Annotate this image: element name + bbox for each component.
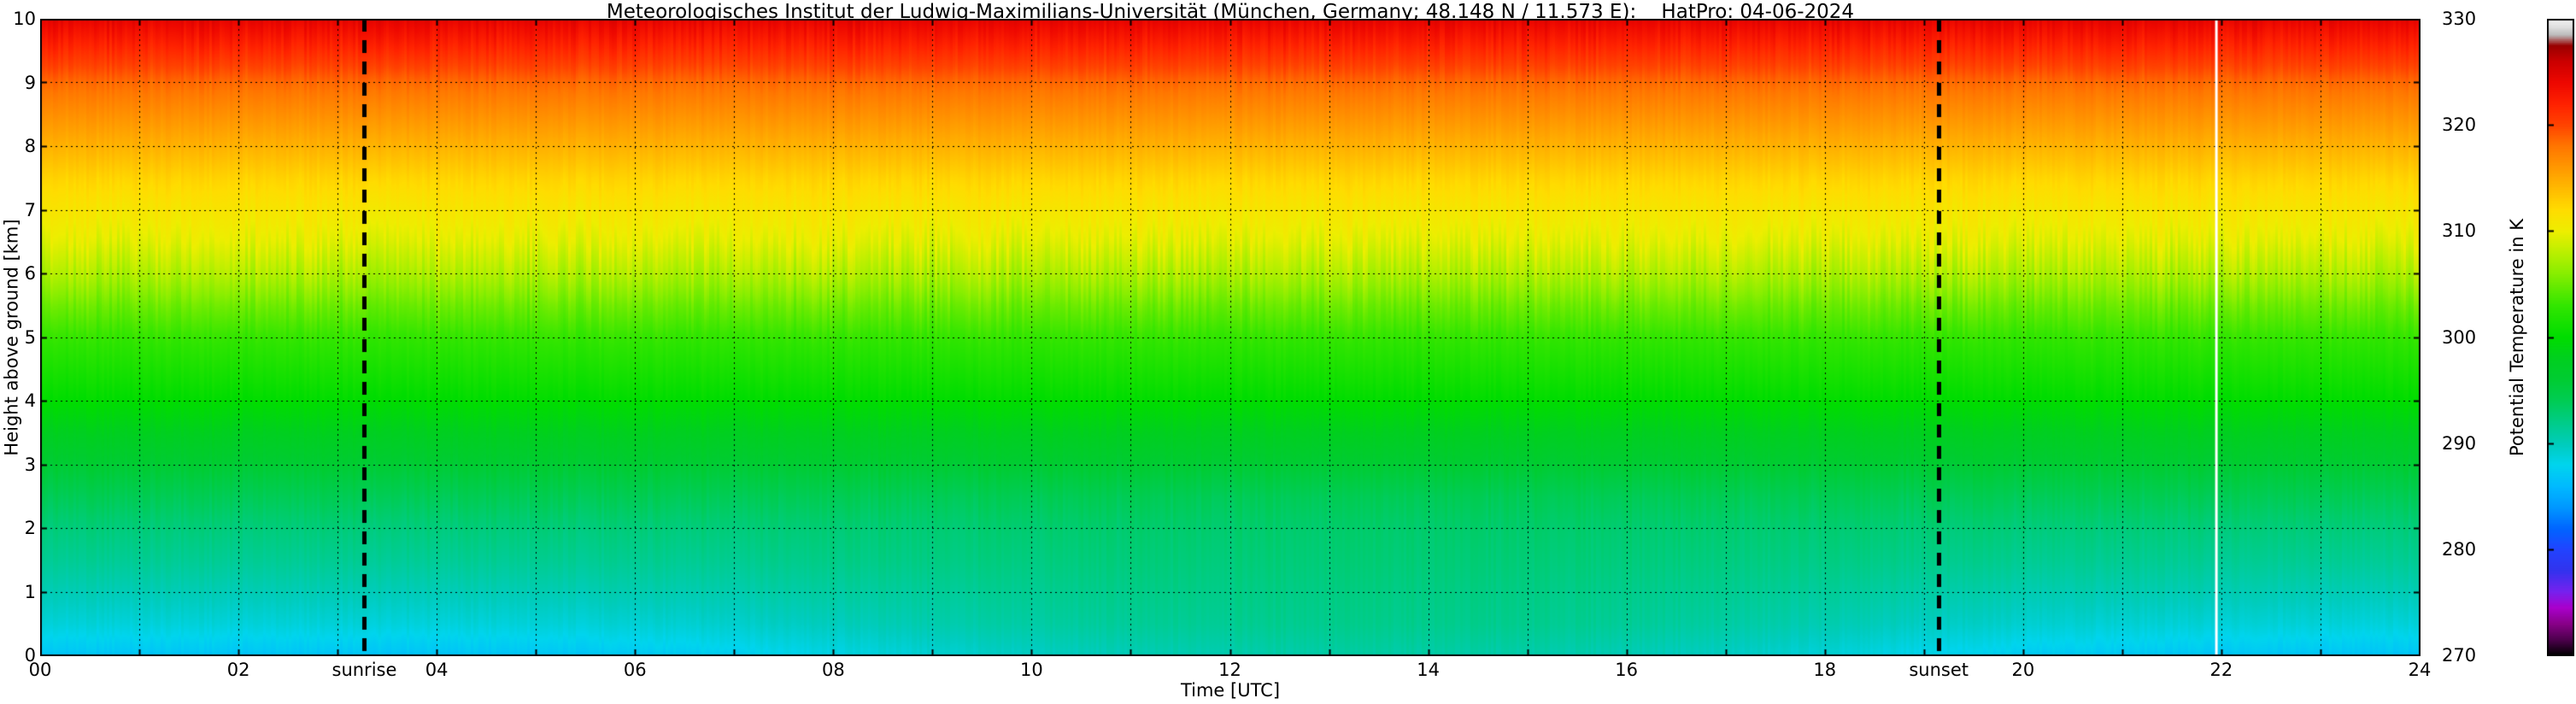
x-tick-label: 08 [821,660,845,680]
colorbar-tick-label: 300 [2442,326,2477,348]
y-tick-label: 0 [24,645,36,666]
y-tick-label: 3 [24,454,36,475]
x-tick-label: 14 [1417,660,1440,680]
x-tick-label: 20 [2011,660,2035,680]
y-tick-label: 2 [24,518,36,538]
x-tick-label: 18 [1813,660,1837,680]
x-tick-label: 10 [1020,660,1043,680]
colorbar-tick-label: 280 [2442,538,2477,560]
y-tick-label: 6 [24,263,36,284]
y-tick-label: 7 [24,199,36,220]
y-tick-label: 1 [24,581,36,602]
x-tick-label: 04 [425,660,449,680]
sunset-marker-label: sunset [1909,660,1969,680]
x-tick-label: 12 [1218,660,1241,680]
colorbar-tick-label: 320 [2442,114,2477,136]
x-axis-label: Time [UTC] [1180,680,1281,701]
x-tick-label: 00 [28,660,52,680]
colorbar [2547,19,2574,656]
y-tick-label: 8 [24,136,36,156]
colorbar-tick-label: 290 [2442,432,2477,454]
x-tick-label: 02 [226,660,250,680]
y-tick-label: 9 [24,72,36,93]
x-tick-label: 16 [1615,660,1639,680]
colorbar-tick-label: 310 [2442,220,2477,242]
colorbar-tick-label: 330 [2442,9,2477,29]
y-tick-label: 5 [24,326,36,348]
x-tick-label: 22 [2209,660,2233,680]
y-tick-label: 10 [13,9,36,29]
colorbar-tick-label: 270 [2442,645,2477,666]
colorbar-title: Potential Temperature in K [2505,19,2529,656]
x-tick-label: 06 [623,660,647,680]
heatmap-canvas [40,19,2421,656]
colorbar-title-text: Potential Temperature in K [2507,219,2527,456]
sunrise-marker-label: sunrise [332,660,397,680]
y-tick-label: 4 [24,390,36,411]
x-tick-label: 24 [2408,660,2432,680]
